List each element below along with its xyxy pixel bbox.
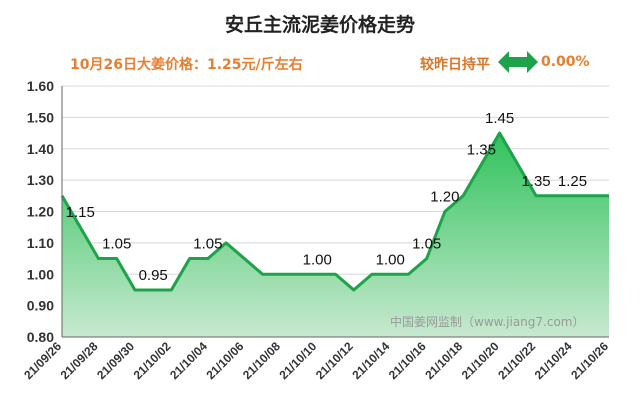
data-label: 1.00	[376, 251, 405, 268]
y-tick-label: 1.50	[27, 109, 54, 125]
price-area	[62, 133, 609, 337]
x-tick-label: 21/10/22	[495, 339, 538, 382]
left-right-arrow-icon	[498, 51, 538, 73]
x-tick-label: 21/10/14	[349, 339, 392, 382]
data-label: 1.00	[303, 251, 332, 268]
x-tick-label: 21/10/26	[568, 339, 611, 382]
data-label: 1.20	[430, 189, 459, 206]
y-tick-label: 0.80	[27, 329, 54, 345]
data-labels: 1.15 1.05 0.95 1.05 1.00 1.00 1.05 1.20 1.35 1.45…	[66, 110, 588, 284]
y-tick-label: 1.40	[27, 141, 54, 157]
data-label: 1.35	[521, 173, 550, 190]
x-tick-labels: 21/09/2621/09/2821/09/3021/10/0221/10/04…	[21, 339, 611, 382]
x-tick-label: 21/10/16	[386, 339, 429, 382]
y-tick-labels: 0.80 0.90 1.00 1.10 1.20 1.30 1.40 1.50 1.60	[27, 78, 54, 345]
chart-title: 安丘主流泥姜价格走势	[224, 14, 415, 36]
data-label: 1.05	[193, 236, 222, 253]
data-label: 1.05	[412, 236, 441, 253]
data-label: 1.35	[467, 141, 496, 158]
y-tick-label: 0.90	[27, 298, 54, 314]
x-tick-label: 21/10/02	[131, 339, 174, 382]
data-label: 0.95	[139, 267, 168, 284]
x-tick-label: 21/09/28	[58, 339, 101, 382]
price-line	[60, 131, 609, 292]
watermark: 中国姜网监制（www.jiang7.com）	[390, 314, 584, 329]
x-tick-label: 21/10/10	[276, 339, 319, 382]
change-label: 较昨日持平	[420, 57, 490, 73]
x-tick-label: 21/10/20	[459, 339, 502, 382]
y-tick-label: 1.00	[27, 266, 54, 282]
x-tick-label: 21/09/26	[21, 339, 64, 382]
x-tick-label: 21/10/18	[422, 339, 465, 382]
x-tick-label: 21/10/12	[313, 339, 356, 382]
x-tick-label: 21/10/08	[240, 339, 283, 382]
y-tick-label: 1.20	[27, 204, 54, 220]
data-label: 1.45	[485, 110, 514, 127]
x-tick-label: 21/09/30	[94, 339, 137, 382]
x-tick-label: 21/10/06	[204, 339, 247, 382]
price-text: 10月26日大姜价格：1.25元/斤左右	[70, 57, 303, 73]
data-label: 1.15	[66, 204, 95, 221]
data-label: 1.25	[558, 173, 587, 190]
change-value: 0.00%	[541, 54, 590, 70]
x-tick-label: 21/10/04	[167, 339, 210, 382]
y-tick-label: 1.10	[27, 235, 54, 251]
y-tick-label: 1.30	[27, 172, 54, 188]
data-label: 1.05	[102, 236, 131, 253]
y-tick-label: 1.60	[27, 78, 54, 94]
x-tick-label: 21/10/24	[532, 339, 575, 382]
